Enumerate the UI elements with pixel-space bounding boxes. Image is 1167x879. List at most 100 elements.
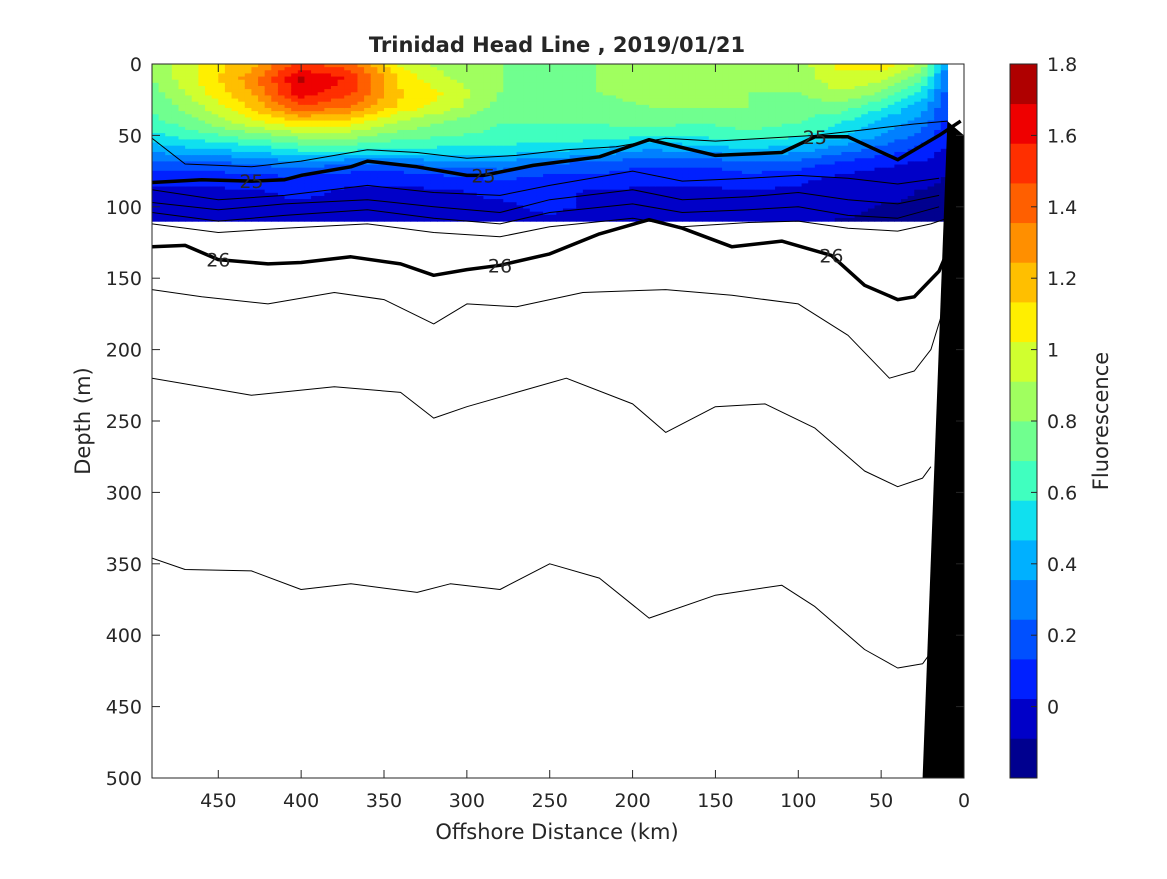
heat-cell: [437, 164, 445, 169]
heat-cell: [536, 195, 544, 200]
heat-cell: [152, 126, 160, 131]
heat-cell: [781, 158, 789, 162]
heat-cell: [437, 64, 445, 68]
heat-cell: [556, 180, 564, 184]
heat-cell: [562, 173, 571, 178]
heat-cell: [178, 114, 186, 119]
heat-cell: [642, 189, 650, 194]
heat-cell: [503, 151, 511, 156]
heat-cell: [722, 199, 730, 203]
heat-cell: [556, 129, 564, 134]
heat-cell: [284, 214, 292, 219]
heat-cell: [410, 64, 418, 68]
heat-cell: [642, 142, 650, 147]
heat-cell: [675, 107, 683, 112]
heat-cell: [695, 158, 703, 162]
heat-cell: [304, 73, 312, 78]
heat-cell: [430, 214, 438, 219]
heat-cell: [205, 92, 213, 97]
heat-cell: [483, 117, 491, 122]
heat-cell: [205, 82, 213, 87]
heat-cell: [622, 133, 630, 137]
heat-cell: [682, 70, 690, 75]
heat-cell: [423, 195, 431, 200]
heat-cell: [768, 82, 776, 87]
heat-cell: [264, 186, 272, 191]
heat-cell: [808, 111, 816, 115]
heat-cell: [417, 120, 425, 125]
heat-cell: [543, 195, 551, 200]
heat-cell: [529, 79, 538, 84]
heat-cell: [549, 89, 557, 93]
heat-cell: [291, 145, 299, 150]
heat-cell: [291, 139, 299, 144]
heat-cell: [205, 208, 213, 213]
heat-cell: [231, 70, 239, 75]
heat-cell: [330, 202, 339, 206]
heat-cell: [794, 85, 803, 90]
heat-cell: [688, 158, 697, 162]
heat-cell: [311, 145, 319, 150]
heat-cell: [523, 111, 531, 115]
heat-cell: [437, 151, 445, 156]
heat-cell: [722, 136, 730, 140]
heat-cell: [808, 142, 816, 147]
heat-cell: [291, 189, 299, 194]
heat-cell: [695, 67, 703, 71]
heat-cell: [456, 85, 465, 90]
heat-cell: [317, 177, 325, 181]
heat-cell: [178, 82, 186, 87]
heat-cell: [264, 167, 272, 172]
heat-cell: [788, 217, 796, 222]
heat-cell: [443, 202, 451, 206]
heat-cell: [649, 189, 657, 194]
heat-cell: [483, 170, 491, 175]
heat-cell: [503, 101, 511, 106]
heat-cell: [463, 73, 471, 78]
heat-cell: [549, 199, 557, 203]
heat-cell: [185, 148, 193, 153]
heat-cell: [642, 170, 650, 175]
heat-cell: [158, 104, 166, 109]
heat-cell: [788, 189, 796, 194]
heat-cell: [516, 73, 524, 78]
heat-cell: [722, 133, 730, 137]
heat-cell: [384, 214, 392, 219]
heat-cell: [483, 82, 491, 87]
heat-cell: [761, 101, 770, 106]
heat-cell: [417, 208, 425, 213]
heat-cell: [596, 161, 604, 166]
heat-cell: [589, 177, 597, 181]
heat-cell: [403, 183, 412, 188]
heat-cell: [152, 195, 160, 200]
heat-cell: [218, 180, 226, 184]
heat-cell: [284, 82, 292, 87]
heat-cell: [728, 161, 736, 166]
heat-cell: [596, 180, 604, 184]
heat-cell: [509, 126, 518, 131]
heat-cell: [297, 202, 306, 206]
heat-cell: [264, 173, 272, 178]
heat-cell: [748, 136, 756, 140]
heat-cell: [775, 117, 783, 122]
heat-cell: [171, 161, 180, 166]
heat-cell: [688, 208, 697, 213]
heat-cell: [708, 148, 717, 153]
heat-cell: [536, 82, 544, 87]
heat-cell: [649, 136, 657, 140]
heat-cell: [205, 180, 213, 184]
heat-cell: [722, 155, 730, 159]
heat-cell: [576, 117, 584, 122]
heat-cell: [178, 183, 186, 188]
heat-cell: [344, 208, 352, 213]
heat-cell: [662, 158, 670, 162]
heat-cell: [403, 161, 412, 166]
heat-cell: [330, 186, 339, 191]
heat-cell: [496, 126, 504, 131]
heat-cell: [291, 111, 299, 115]
heat-cell: [642, 180, 650, 184]
heat-cell: [291, 167, 299, 172]
heat-cell: [403, 192, 412, 197]
heat-cell: [291, 202, 299, 206]
heat-cell: [456, 82, 465, 87]
